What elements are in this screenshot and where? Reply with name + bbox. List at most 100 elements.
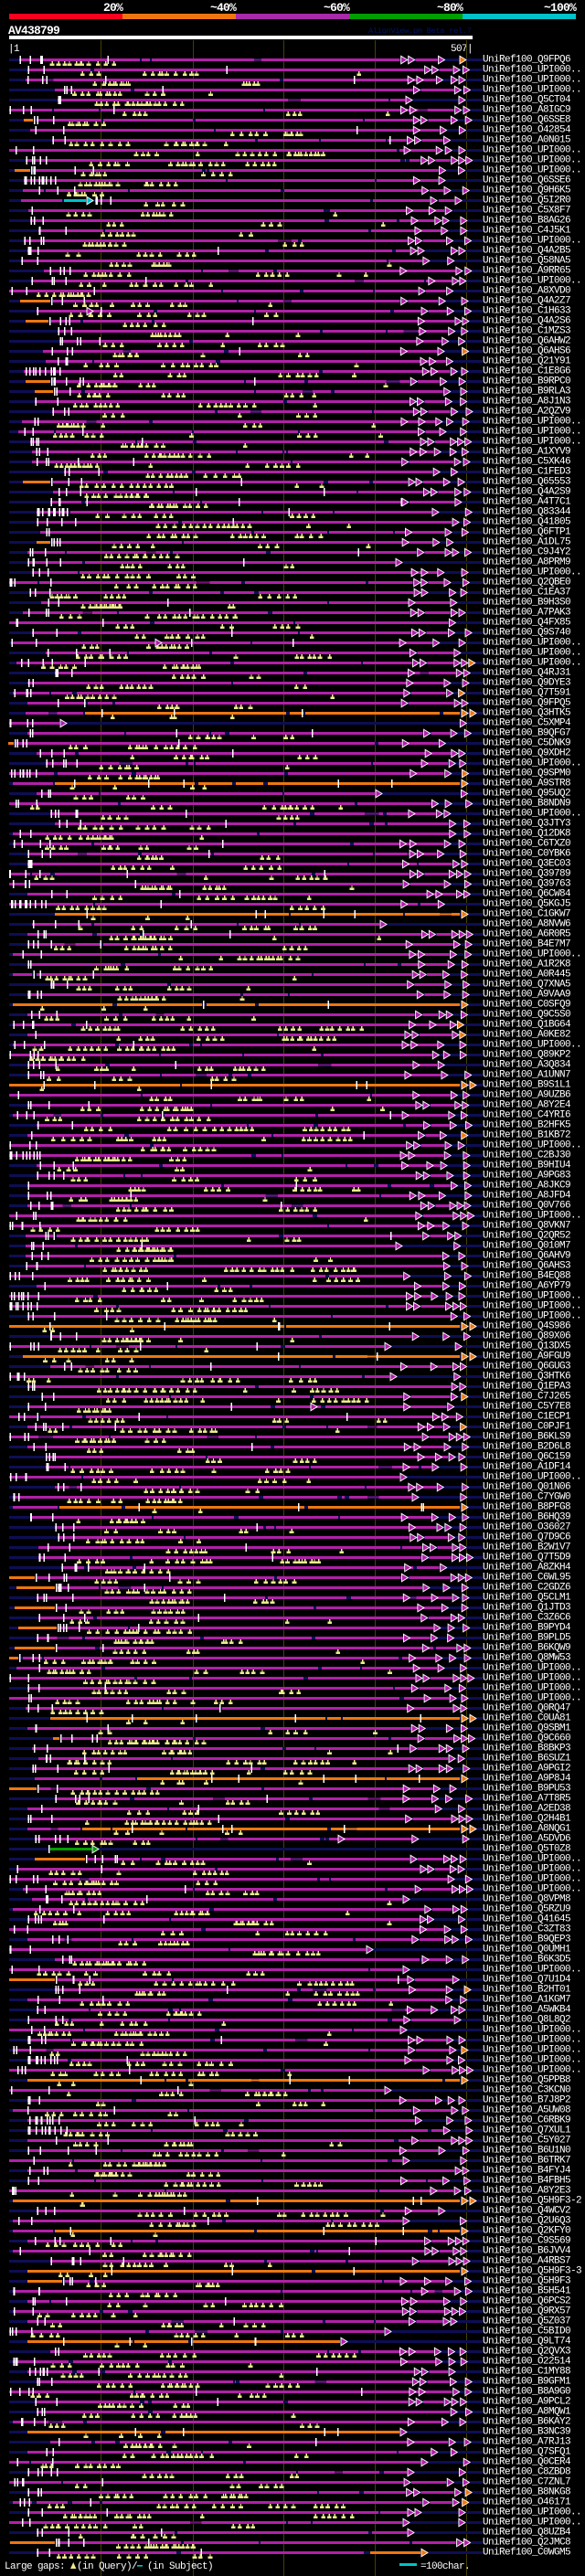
svg-text:UniRef100_C8ZBD8: UniRef100_C8ZBD8 — [483, 2467, 570, 2478]
svg-text:UniRef100_C5BID0: UniRef100_C5BID0 — [483, 2327, 570, 2337]
svg-text:UniRef100_Q6AHV9: UniRef100_Q6AHV9 — [483, 1251, 570, 1262]
svg-text:UniRef100_A9P8J4: UniRef100_A9P8J4 — [483, 1774, 571, 1785]
svg-text:UniRef100_UPI000..: UniRef100_UPI000.. — [483, 2507, 581, 2518]
svg-text:UniRef100_UPI000..: UniRef100_UPI000.. — [483, 758, 581, 769]
svg-text:UniRef100_O22514: UniRef100_O22514 — [483, 2357, 571, 2368]
svg-text:UniRef100_O36027: UniRef100_O36027 — [483, 1522, 570, 1533]
svg-text:UniRef100_A8NVW6: UniRef100_A8NVW6 — [483, 919, 570, 930]
svg-text:UniRef100_UPI000..: UniRef100_UPI000.. — [483, 1673, 581, 1684]
svg-text:UniRef100_B9PU53: UniRef100_B9PU53 — [483, 1784, 570, 1795]
svg-text:UniRef100_Q41645: UniRef100_Q41645 — [483, 1914, 570, 1925]
svg-text:UniRef100_A9UZB6: UniRef100_A9UZB6 — [483, 1090, 570, 1101]
svg-text:UniRef100_Q9LT74: UniRef100_Q9LT74 — [483, 2337, 571, 2348]
svg-text:UniRef100_Q7XNA5: UniRef100_Q7XNA5 — [483, 980, 570, 991]
svg-text:UniRef100_A4RBS7: UniRef100_A4RBS7 — [483, 2256, 570, 2267]
svg-text:~100%: ~100% — [544, 1, 577, 15]
svg-text:UniRef100_A8JFD4: UniRef100_A8JFD4 — [483, 1191, 571, 1202]
svg-text:UniRef100_Q2H4B1: UniRef100_Q2H4B1 — [483, 1814, 571, 1825]
svg-text:UniRef100_A8J1N3: UniRef100_A8J1N3 — [483, 397, 570, 408]
svg-text:UniRef100_A4T7C1: UniRef100_A4T7C1 — [483, 497, 571, 508]
svg-text:UniRef100_C5DNK9: UniRef100_C5DNK9 — [483, 738, 570, 749]
svg-text:UniRef100_Q2QR52: UniRef100_Q2QR52 — [483, 1231, 570, 1242]
svg-text:UniRef100_A7PAK3: UniRef100_A7PAK3 — [483, 608, 570, 619]
svg-text:UniRef100_UPI000..: UniRef100_UPI000.. — [483, 1140, 581, 1151]
svg-text:UniRef100_A9PCL2: UniRef100_A9PCL2 — [483, 2397, 570, 2408]
svg-text:UniRef100_UPI000..: UniRef100_UPI000.. — [483, 427, 581, 438]
svg-text:UniRef100_B9GFM1: UniRef100_B9GFM1 — [483, 2377, 571, 2388]
svg-text:UniRef100_UPI000..: UniRef100_UPI000.. — [483, 1040, 581, 1051]
svg-text:UniRef100_A8XVD0: UniRef100_A8XVD0 — [483, 286, 570, 297]
svg-text:UniRef100_C4YRI6: UniRef100_C4YRI6 — [483, 1110, 570, 1121]
svg-text:UniRef100_C9S569: UniRef100_C9S569 — [483, 2236, 570, 2247]
svg-text:UniRef100_B9H3S0: UniRef100_B9H3S0 — [483, 598, 570, 609]
svg-text:UniRef100_B4EQ88: UniRef100_B4EQ88 — [483, 1271, 570, 1282]
svg-text:UniRef100_Q7D9C6: UniRef100_Q7D9C6 — [483, 1532, 570, 1543]
svg-text:UniRef100_B2W1V7: UniRef100_B2W1V7 — [483, 1542, 570, 1553]
svg-text:UniRef100_Q2KFY0: UniRef100_Q2KFY0 — [483, 2226, 570, 2237]
svg-text:UniRef100_C0PJF1: UniRef100_C0PJF1 — [483, 1422, 571, 1433]
svg-text:UniRef100_A8NQG1: UniRef100_A8NQG1 — [483, 1824, 571, 1835]
svg-text:507|: 507| — [451, 44, 473, 55]
svg-text:UniRef100_B8NDN9: UniRef100_B8NDN9 — [483, 799, 570, 810]
svg-text:UniRef100_Q6C159: UniRef100_Q6C159 — [483, 1452, 570, 1463]
svg-text:UniRef100_Q5T0Z8: UniRef100_Q5T0Z8 — [483, 1844, 570, 1855]
svg-text:UniRef100_Q83344: UniRef100_Q83344 — [483, 507, 571, 518]
svg-text:UniRef100_UPI000..: UniRef100_UPI000.. — [483, 1663, 581, 1674]
svg-text:UniRef100_B9PYD4: UniRef100_B9PYD4 — [483, 1623, 571, 1634]
svg-text:UniRef100_A8PRM9: UniRef100_A8PRM9 — [483, 557, 570, 568]
svg-text:UniRef100_A9FGU9: UniRef100_A9FGU9 — [483, 1352, 570, 1362]
svg-text:UniRef100_Q2QBE0: UniRef100_Q2QBE0 — [483, 578, 570, 588]
svg-text:UniRef100_UPI000..: UniRef100_UPI000.. — [483, 1884, 581, 1895]
svg-text:UniRef100_Q5H9F3-2: UniRef100_Q5H9F3-2 — [483, 2196, 581, 2207]
svg-text:UniRef100_Q12DK8: UniRef100_Q12DK8 — [483, 829, 570, 840]
svg-text:UniRef100_B2D6L8: UniRef100_B2D6L8 — [483, 1442, 570, 1453]
svg-text:UniRef100_Q39789: UniRef100_Q39789 — [483, 869, 570, 880]
svg-text:UniRef100_Q9H6K5: UniRef100_Q9H6K5 — [483, 186, 570, 196]
svg-text:UniRef100_B9QEP3: UniRef100_B9QEP3 — [483, 1935, 570, 1945]
svg-text:UniRef100_B8BKP3: UniRef100_B8BKP3 — [483, 1744, 570, 1754]
svg-text:UniRef100_Q7U1D4: UniRef100_Q7U1D4 — [483, 1975, 571, 1986]
svg-text:UniRef100_Q5RZU9: UniRef100_Q5RZU9 — [483, 1904, 570, 1915]
svg-text:UniRef100_UPI000..: UniRef100_UPI000.. — [483, 85, 581, 96]
svg-text:UniRef100_C1MY88: UniRef100_C1MY88 — [483, 2367, 570, 2378]
svg-text:UniRef100_C7YGW0: UniRef100_C7YGW0 — [483, 1492, 570, 1503]
svg-text:UniRef100_B9HIU4: UniRef100_B9HIU4 — [483, 1161, 571, 1171]
svg-text:UniRef100_UPI000..: UniRef100_UPI000.. — [483, 809, 581, 820]
svg-text:UniRef100_Q1EPA3: UniRef100_Q1EPA3 — [483, 1382, 570, 1393]
svg-text:UniRef100_Q6SSE6: UniRef100_Q6SSE6 — [483, 175, 570, 186]
svg-text:UniRef100_B4E7M7: UniRef100_B4E7M7 — [483, 939, 570, 950]
svg-text:UniRef100_C3KCN0: UniRef100_C3KCN0 — [483, 2085, 570, 2096]
svg-text:UniRef100_Q0UMH1: UniRef100_Q0UMH1 — [483, 1945, 571, 1956]
svg-text:UniRef100_Q9SBM1: UniRef100_Q9SBM1 — [483, 1723, 571, 1734]
svg-text:UniRef100_Q5Z037: UniRef100_Q5Z037 — [483, 2316, 570, 2327]
svg-text:UniRef100_B6HQ39: UniRef100_B6HQ39 — [483, 1512, 570, 1523]
svg-text:UniRef100_Q21Y91: UniRef100_Q21Y91 — [483, 356, 571, 367]
svg-text:UniRef100_B9RPC0: UniRef100_B9RPC0 — [483, 376, 570, 387]
svg-text:UniRef100_Q41805: UniRef100_Q41805 — [483, 517, 570, 528]
svg-text:=100char.: =100char. — [420, 2561, 470, 2572]
svg-text:UniRef100_Q010M7: UniRef100_Q010M7 — [483, 1241, 570, 1252]
svg-text:UniRef100_C1EA37: UniRef100_C1EA37 — [483, 588, 570, 599]
svg-text:UniRef100_C5X8F7: UniRef100_C5X8F7 — [483, 206, 570, 217]
svg-text:UniRef100_C7J265: UniRef100_C7J265 — [483, 1392, 570, 1403]
svg-text:UniRef100_UPI000..: UniRef100_UPI000.. — [483, 2065, 581, 2076]
svg-text:UniRef100_UPI000..: UniRef100_UPI000.. — [483, 2045, 581, 2056]
svg-text:UniRef100_Q4A2S9: UniRef100_Q4A2S9 — [483, 487, 570, 498]
svg-text:UniRef100_B9QFG7: UniRef100_B9QFG7 — [483, 728, 570, 739]
svg-text:UniRef100_C1GKW7: UniRef100_C1GKW7 — [483, 909, 570, 920]
svg-text:UniRef100_A5UW08: UniRef100_A5UW08 — [483, 2105, 570, 2116]
svg-text:UniRef100_Q7XUL1: UniRef100_Q7XUL1 — [483, 2125, 571, 2136]
svg-text:UniRef100_Q1JTD3: UniRef100_Q1JTD3 — [483, 1603, 570, 1614]
svg-text:UniRef100_B6TRK7: UniRef100_B6TRK7 — [483, 2156, 570, 2167]
svg-text:UniRef100_UPI000..: UniRef100_UPI000.. — [483, 1472, 581, 1483]
svg-text:(in Subject): (in Subject) — [147, 2561, 213, 2572]
svg-text:UniRef100_B8AG26: UniRef100_B8AG26 — [483, 216, 570, 227]
svg-text:UniRef100_Q6FTP1: UniRef100_Q6FTP1 — [483, 527, 571, 538]
svg-text:AlignView.pm Beta rel.7: AlignView.pm Beta rel.7 — [368, 27, 472, 36]
svg-text:UniRef100_Q13DX5: UniRef100_Q13DX5 — [483, 1341, 570, 1352]
svg-text:UniRef100_B2HFK5: UniRef100_B2HFK5 — [483, 1120, 570, 1131]
svg-text:UniRef100_UPI000..: UniRef100_UPI000.. — [483, 648, 581, 659]
svg-text:UniRef100_A9PG83: UniRef100_A9PG83 — [483, 1171, 570, 1182]
svg-text:UniRef100_Q6PCS2: UniRef100_Q6PCS2 — [483, 2296, 570, 2307]
svg-text:UniRef100_Q4WCV2: UniRef100_Q4WCV2 — [483, 2206, 570, 2217]
